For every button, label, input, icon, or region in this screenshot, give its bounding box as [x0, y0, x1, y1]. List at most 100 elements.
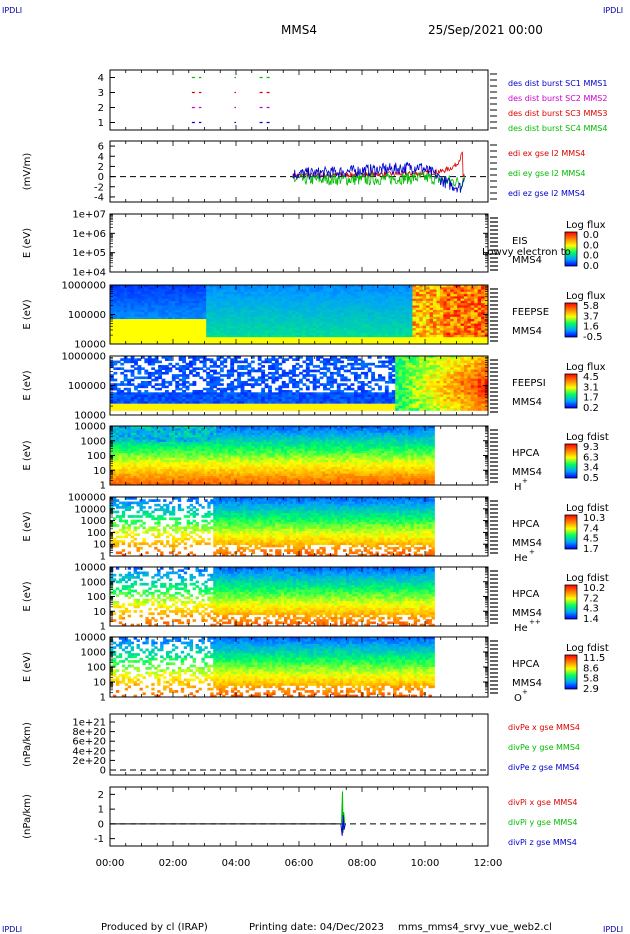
heatmap-cell	[374, 287, 379, 290]
heatmap-cell	[295, 358, 300, 361]
heatmap-cell	[110, 323, 114, 327]
heatmap-cell	[223, 328, 228, 331]
heatmap-cell	[261, 325, 266, 329]
heatmap-cell	[175, 341, 180, 345]
heatmap-cell	[388, 296, 393, 300]
heatmap-cell	[367, 303, 372, 306]
heatmap-cell	[268, 325, 272, 329]
heatmap-cell	[371, 312, 375, 315]
heatmap-cell	[140, 392, 145, 395]
heatmap-cell	[147, 289, 152, 293]
heatmap-cell	[316, 392, 321, 395]
heatmap-cell	[137, 383, 142, 386]
heatmap-cell	[161, 303, 166, 306]
heatmap-cell	[353, 334, 358, 338]
heatmap-cell	[161, 316, 166, 320]
heatmap-cell	[295, 385, 300, 389]
heatmap-cell	[312, 316, 317, 320]
heatmap-cell	[161, 341, 166, 345]
heatmap-cell	[429, 392, 434, 395]
heatmap-cell	[319, 392, 324, 395]
heatmap-cell	[381, 314, 386, 318]
heatmap-cell	[336, 374, 341, 377]
heatmap-cell	[477, 305, 482, 309]
heatmap-cell	[419, 323, 424, 327]
heatmap-cell	[281, 309, 286, 313]
heatmap-cell	[350, 358, 355, 361]
heatmap-cell	[398, 396, 403, 400]
heatmap-cell	[233, 312, 238, 315]
heatmap-cell	[419, 339, 424, 343]
heatmap-cell	[333, 360, 338, 364]
heatmap-cell	[137, 321, 142, 324]
heatmap-cell	[278, 303, 283, 306]
heatmap-cell	[147, 394, 152, 398]
heatmap-cell	[202, 358, 207, 361]
heatmap-cell	[281, 323, 286, 327]
heatmap-cell	[219, 316, 224, 320]
heatmap-cell	[326, 316, 331, 320]
heatmap-cell	[391, 314, 396, 318]
heatmap-cell	[374, 296, 379, 300]
heatmap-cell	[436, 316, 441, 320]
heatmap-cell	[367, 296, 372, 300]
heatmap-cell	[426, 387, 430, 391]
heatmap-cell	[378, 387, 382, 391]
heatmap-cell	[274, 330, 279, 334]
heatmap-cell	[443, 405, 448, 409]
heatmap-cell	[271, 328, 276, 331]
heatmap-cell	[185, 405, 190, 409]
heatmap-cell	[436, 369, 441, 373]
heatmap-cell	[168, 289, 173, 293]
heatmap-cell	[391, 394, 396, 398]
heatmap-cell	[395, 360, 400, 364]
heatmap-cell	[175, 385, 180, 389]
heatmap-cell	[477, 334, 482, 338]
heatmap-cell	[398, 341, 403, 345]
heatmap-cell	[209, 287, 214, 290]
heatmap-cell	[415, 392, 420, 395]
colorbar-tick-label: 0.0	[583, 261, 599, 272]
heatmap-cell	[285, 408, 290, 411]
heatmap-cell	[419, 300, 424, 304]
heatmap-cell	[457, 314, 461, 318]
heatmap-cell	[202, 337, 207, 340]
heatmap-cell	[213, 289, 217, 293]
heatmap-cell	[189, 339, 193, 343]
heatmap-cell	[240, 394, 245, 398]
heatmap-cell	[240, 337, 245, 340]
heatmap-cell	[110, 312, 114, 315]
y-axis-label: E (eV)	[22, 299, 33, 329]
heatmap-cell	[206, 403, 211, 407]
heatmap-cell	[257, 314, 262, 318]
heatmap-cell	[309, 332, 314, 336]
heatmap-cell	[433, 360, 437, 364]
heatmap-cell	[164, 356, 169, 359]
heatmap-cell	[223, 303, 228, 306]
heatmap-cell	[274, 399, 279, 402]
heatmap-cell	[164, 287, 169, 290]
heatmap-cell	[116, 325, 121, 329]
heatmap-cell	[240, 289, 245, 293]
heatmap-cell	[419, 367, 424, 371]
heatmap-cell	[353, 305, 358, 309]
heatmap-cell	[288, 334, 293, 338]
heatmap-cell	[182, 399, 186, 402]
heatmap-cell	[288, 325, 293, 329]
heatmap-cell	[422, 387, 427, 391]
heatmap-cell	[209, 334, 214, 338]
heatmap-cell	[185, 321, 190, 324]
heatmap-cell	[415, 330, 420, 334]
heatmap-cell	[408, 392, 413, 395]
heatmap-cell	[281, 369, 286, 373]
heatmap-cell	[295, 323, 300, 327]
heatmap-cell	[477, 298, 482, 302]
heatmap-cell	[316, 294, 321, 297]
heatmap-cell	[202, 403, 207, 407]
heatmap-cell	[446, 309, 451, 313]
heatmap-cell	[244, 371, 248, 375]
heatmap-cell	[350, 332, 355, 336]
heatmap-cell	[381, 300, 386, 304]
heatmap-cell	[436, 365, 441, 368]
heatmap-cell	[381, 296, 386, 300]
